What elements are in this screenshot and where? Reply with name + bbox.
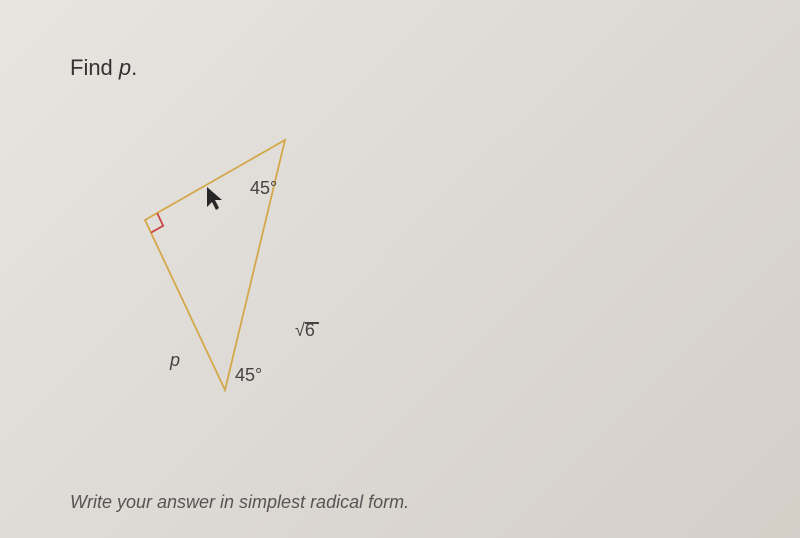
triangle-svg: [90, 130, 370, 430]
question-variable: p: [119, 55, 131, 80]
angle-bottom-label: 45°: [235, 365, 262, 386]
question-suffix: .: [131, 55, 137, 80]
side-p-label: p: [170, 350, 180, 371]
triangle-diagram: 45° 45° p √6: [90, 130, 370, 430]
radical-symbol: √: [295, 320, 305, 341]
instruction-text: Write your answer in simplest radical fo…: [70, 492, 409, 513]
question-text: Find p.: [70, 55, 137, 81]
side-hypotenuse-label: √6: [295, 320, 315, 341]
question-prefix: Find: [70, 55, 119, 80]
angle-top-label: 45°: [250, 178, 277, 199]
radical-bar: [305, 322, 319, 324]
